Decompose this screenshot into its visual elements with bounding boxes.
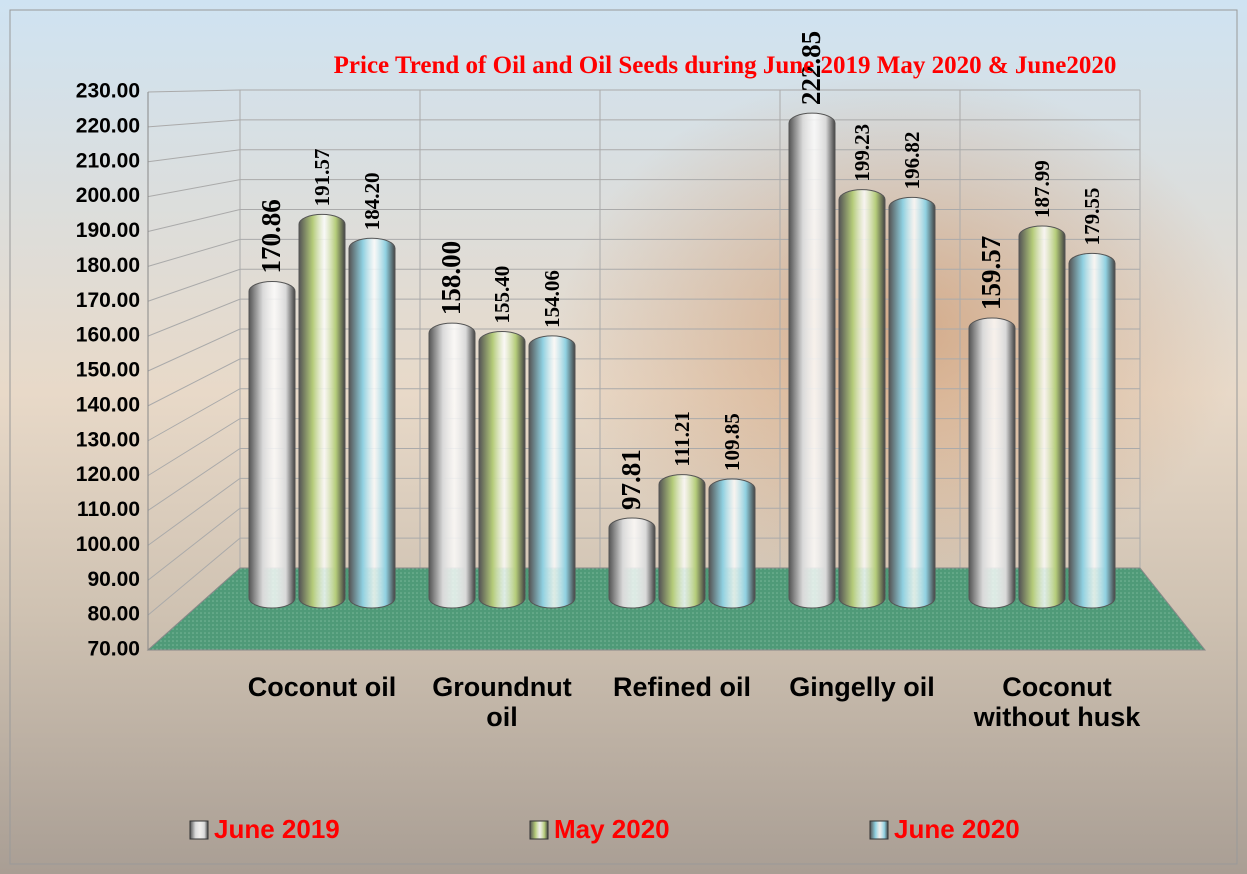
legend-label: June 2019 <box>214 814 340 844</box>
legend-swatch <box>869 820 889 840</box>
y-tick-label: 220.00 <box>76 114 140 137</box>
y-tick-label: 100.00 <box>76 533 140 556</box>
bar <box>658 474 706 609</box>
x-tick-label: Refined oil <box>612 672 751 702</box>
bar <box>1018 225 1066 609</box>
y-tick-label: 170.00 <box>76 289 140 312</box>
data-label: 199.23 <box>850 124 874 182</box>
bar <box>248 280 296 609</box>
x-tick-label: Coconut oil <box>247 672 397 702</box>
data-label: 155.40 <box>490 266 514 324</box>
y-tick-label: 160.00 <box>76 324 140 347</box>
y-tick-label: 140.00 <box>76 393 140 416</box>
bar <box>608 517 656 609</box>
data-label: 191.57 <box>310 149 334 207</box>
bar <box>1068 252 1116 609</box>
bar <box>788 112 836 609</box>
bar <box>968 317 1016 609</box>
x-tick-label: Groundnut oil <box>432 672 572 732</box>
bar <box>478 331 526 609</box>
y-tick-label: 110.00 <box>77 498 140 521</box>
y-tick-label: 120.00 <box>76 463 140 486</box>
data-label: 159.57 <box>976 236 1006 310</box>
y-tick-label: 200.00 <box>76 184 140 207</box>
legend-label: May 2020 <box>554 814 670 844</box>
data-label: 111.21 <box>670 411 694 466</box>
x-tick-label: Coconut without husk <box>973 672 1141 732</box>
y-tick-label: 70.00 <box>87 638 140 661</box>
y-tick-label: 210.00 <box>76 149 140 172</box>
y-tick-label: 230.00 <box>76 80 140 103</box>
legend-swatch <box>529 820 549 840</box>
bar <box>428 322 476 609</box>
y-tick-label: 180.00 <box>76 254 140 277</box>
data-label: 158.00 <box>436 241 466 315</box>
bar <box>528 335 576 609</box>
data-label: 187.99 <box>1030 160 1054 218</box>
data-label: 222.85 <box>796 31 826 105</box>
y-tick-label: 90.00 <box>87 568 140 591</box>
bar <box>838 189 886 609</box>
bar <box>298 213 346 609</box>
y-tick-label: 130.00 <box>76 428 140 451</box>
data-label: 184.20 <box>360 173 384 231</box>
frame <box>9 9 1238 865</box>
y-tick-label: 190.00 <box>76 219 140 242</box>
legend-swatch <box>189 820 209 840</box>
legend-label: June 2020 <box>894 814 1020 844</box>
bar <box>888 196 936 609</box>
data-label: 196.82 <box>900 132 924 190</box>
y-tick-label: 150.00 <box>76 359 140 382</box>
chart-title: Price Trend of Oil and Oil Seeds during … <box>333 52 1117 79</box>
data-label: 170.86 <box>256 199 286 273</box>
y-tick-label: 80.00 <box>87 603 140 626</box>
data-label: 109.85 <box>720 413 744 471</box>
bar <box>348 237 396 609</box>
bar <box>708 478 756 609</box>
data-label: 97.81 <box>616 449 646 510</box>
floor <box>146 567 1207 651</box>
data-label: 179.55 <box>1080 188 1104 246</box>
x-tick-label: Gingelly oil <box>789 672 935 702</box>
data-label: 154.06 <box>540 270 564 328</box>
